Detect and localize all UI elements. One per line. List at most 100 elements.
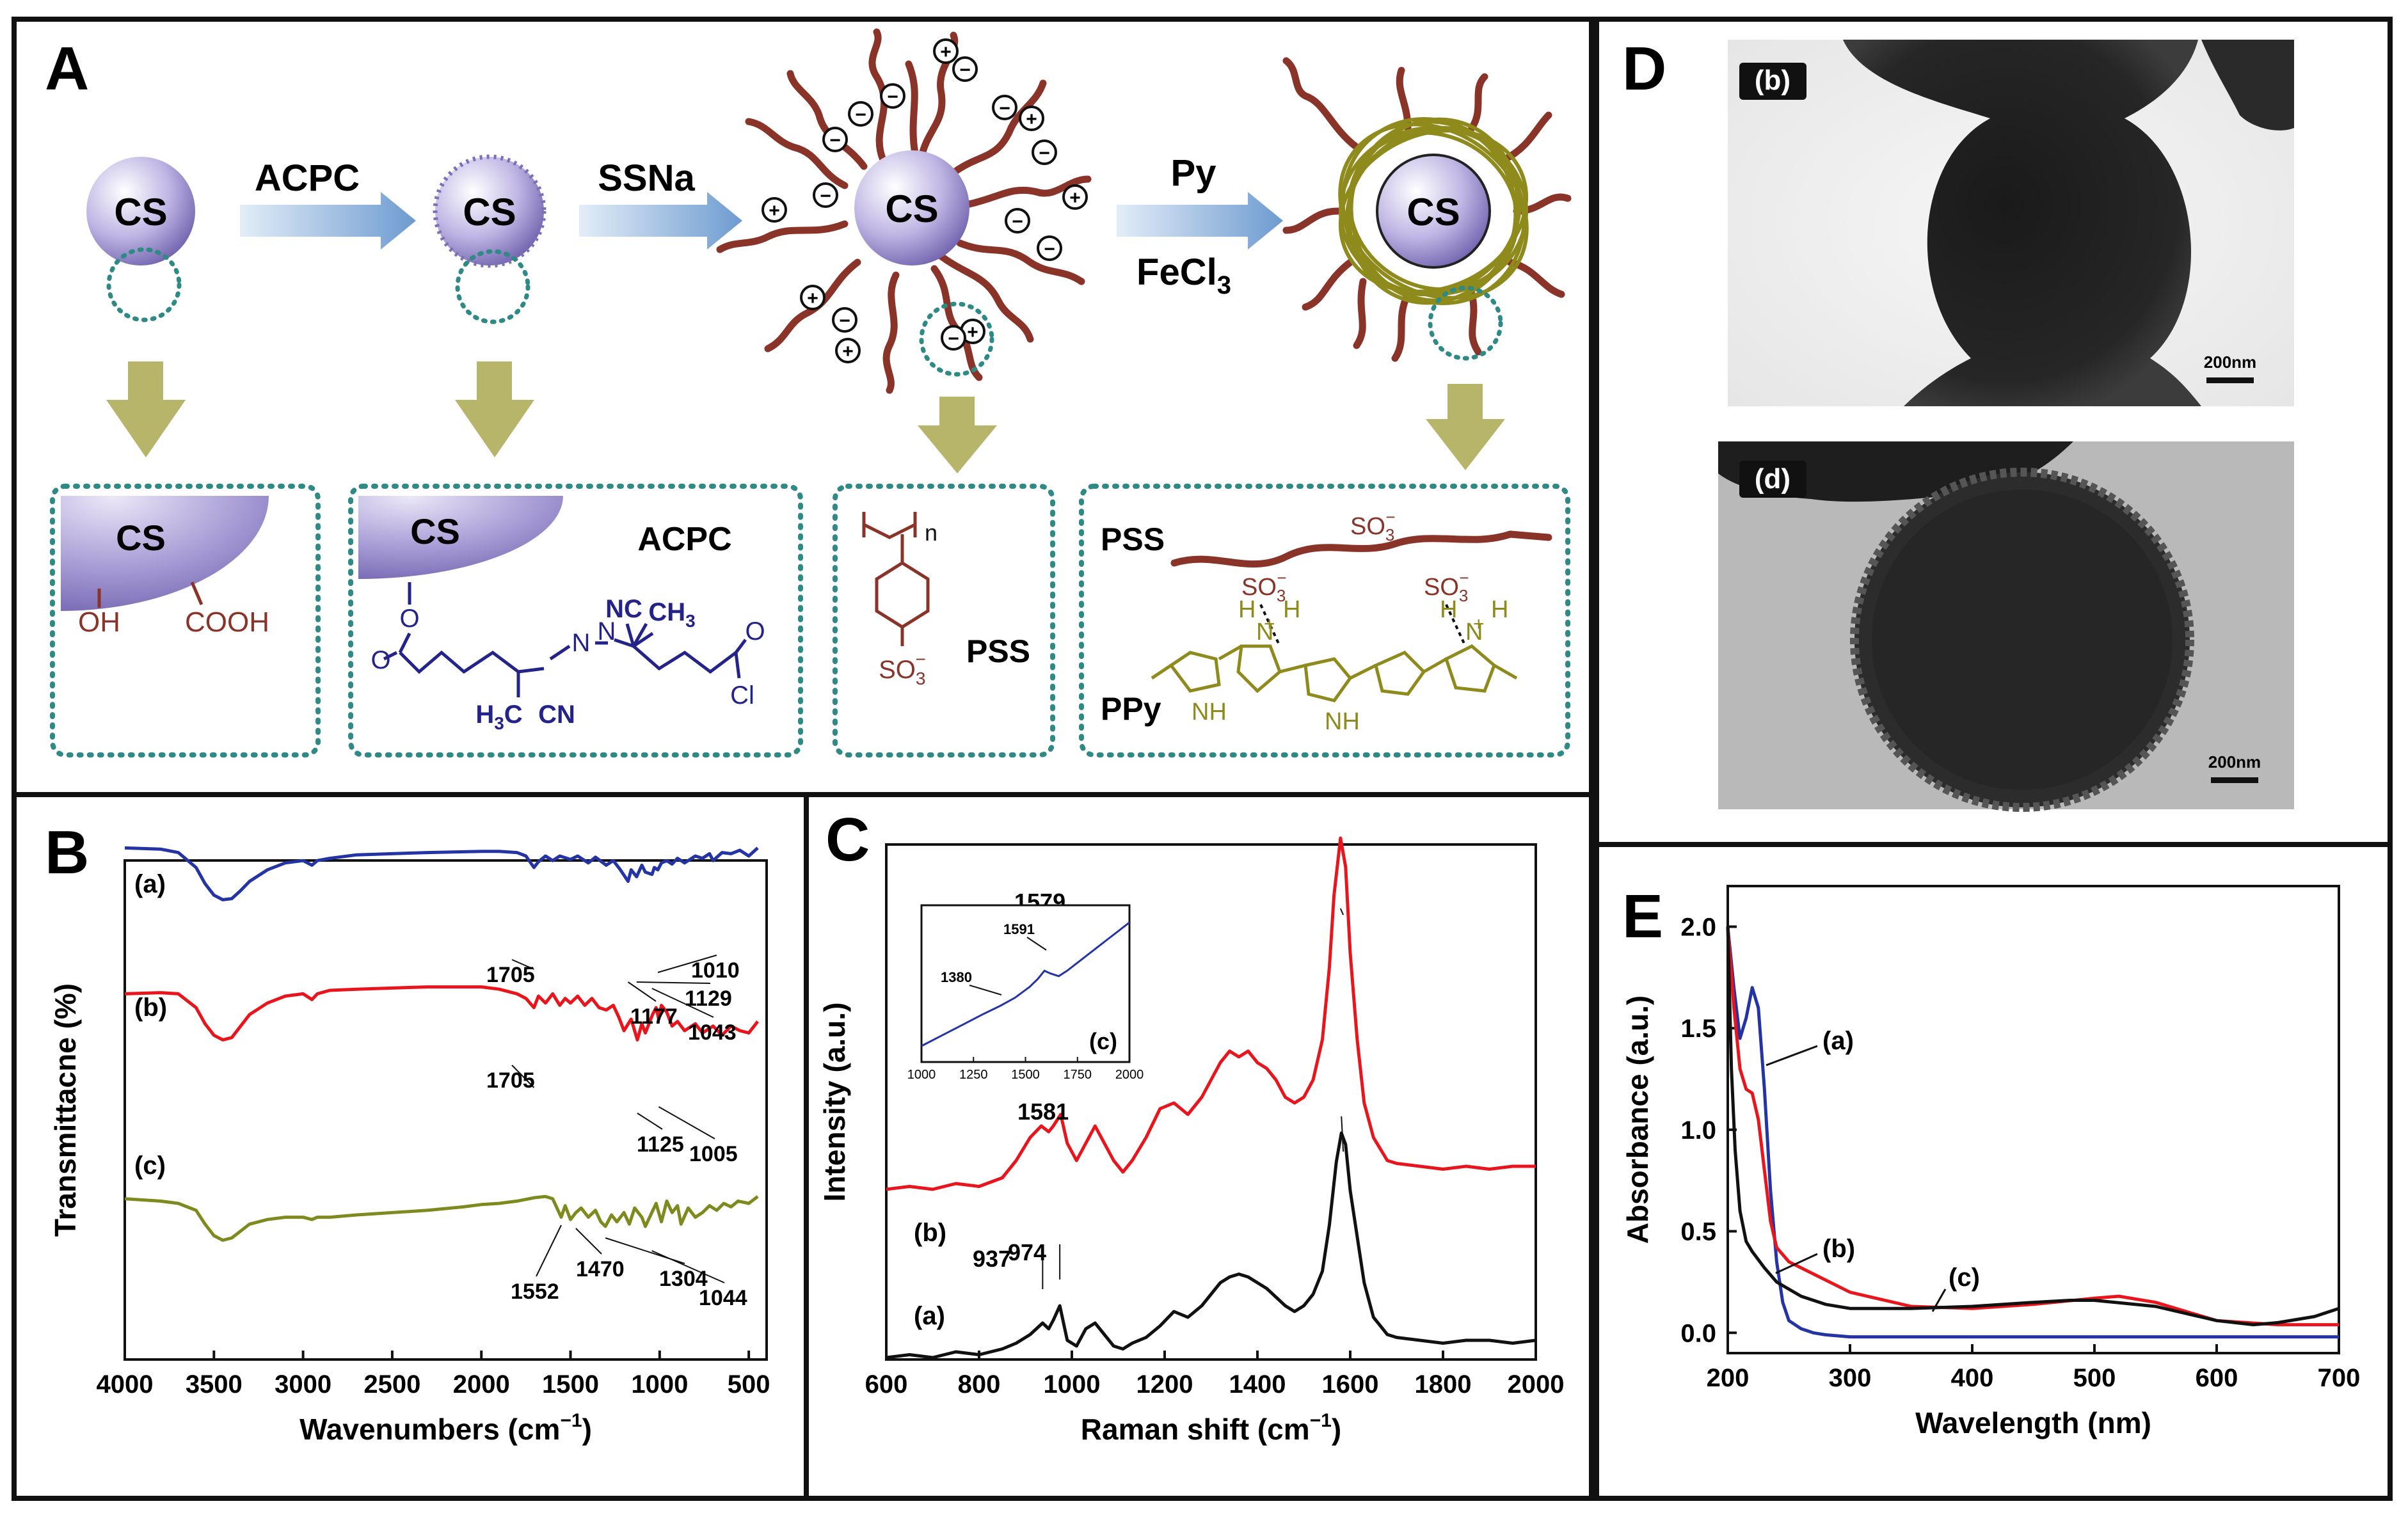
x-tick-label: 1500 [542, 1370, 599, 1399]
stage-1-sphere: CS [86, 157, 195, 322]
box-1-content: CS OH COOH [61, 496, 269, 638]
cation-icon [1062, 184, 1088, 210]
h-label: H [1440, 596, 1457, 623]
zoom-circle [106, 247, 182, 322]
cation-icon [761, 197, 787, 223]
so-text: SO [1350, 513, 1385, 540]
n-label: N [598, 617, 616, 646]
step-fecl3-label: FeCl3 [1136, 251, 1231, 299]
ion-sign: − [855, 104, 866, 125]
ion-sign: + [940, 42, 952, 63]
tem-particle [2201, 40, 2294, 131]
x-tick-label: 2500 [363, 1370, 420, 1399]
scale-bar [2206, 377, 2254, 383]
x-tick-label: 300 [1829, 1364, 1872, 1392]
nc-label: NC [605, 595, 642, 623]
cl-label: Cl [730, 681, 754, 709]
x-axis-label-text: Wavelength (nm) [1915, 1406, 2151, 1439]
x-axis-label: Wavenumbers (cm−1) [299, 1410, 592, 1446]
x-tick-label: 3500 [186, 1370, 243, 1399]
x-axis-label: Wavelength (nm) [1915, 1406, 2151, 1439]
tem-image-b: (b) 200nm [1728, 40, 2294, 406]
anion-icon [848, 101, 873, 127]
h-label: H [1491, 596, 1508, 623]
so-subscript: 3 [1385, 525, 1394, 544]
cs-sphere [854, 150, 969, 266]
cs-sphere-acpc [433, 154, 546, 268]
inset-frame [920, 904, 1131, 1063]
x-tick-label: 800 [958, 1370, 1001, 1399]
pss-label: PSS [1101, 521, 1165, 557]
series-line [124, 846, 759, 901]
peak-annotation: 1705 [486, 1068, 535, 1093]
annotation-leader [1931, 1288, 1947, 1312]
ch-text: CH [648, 598, 685, 626]
panel-letter: B [45, 818, 89, 887]
cs-sphere [1376, 154, 1491, 269]
series-label: (b) [134, 994, 167, 1022]
x-axis-label-close: ) [582, 1413, 592, 1446]
annotation-leader [658, 1106, 715, 1139]
y-axis-label: Intensity (a.u.) [818, 1003, 851, 1202]
annotation-leader [636, 981, 711, 984]
x-axis-label-text: Raman shift (cm [1081, 1413, 1310, 1446]
y-tick-label: 0.0 [1680, 1319, 1716, 1347]
series-line [124, 985, 760, 1042]
cation-icon [933, 38, 959, 64]
series-label: (b) [914, 1219, 946, 1247]
cs-label: CS [116, 518, 166, 558]
annotation-leader [1775, 1253, 1818, 1274]
annotation-leader [536, 1225, 562, 1277]
n-label: N [1256, 619, 1273, 646]
peak-annotation: 1177 [630, 1004, 678, 1029]
anion-icon [1032, 139, 1057, 165]
ion-sign: − [1039, 143, 1050, 164]
series-label: (a) [134, 870, 166, 898]
x-tick-label: 600 [2196, 1364, 2238, 1392]
arrow-shape [240, 192, 416, 250]
so-subscript: 3 [1277, 586, 1286, 605]
ion-sign: + [842, 341, 854, 362]
ion-sign: − [1044, 239, 1055, 260]
panel-letter: E [1622, 882, 1663, 951]
nh-label: NH [1192, 699, 1227, 725]
so-text: SO [879, 656, 916, 684]
annotation-leader [627, 981, 657, 1002]
inset-x-tick-label: 1750 [1064, 1068, 1092, 1082]
cs-label: CS [885, 187, 938, 230]
step-py-label: Py [1171, 152, 1216, 194]
scale-bar-label: 200nm [2208, 752, 2261, 772]
cs-label: CS [410, 511, 460, 551]
n-label: N [1465, 619, 1483, 646]
peak-annotation: 974 [1008, 1239, 1046, 1265]
h3c-label: H3C [475, 701, 522, 733]
detail-box-4 [1079, 484, 1570, 757]
step-acpc-label: ACPC [255, 157, 360, 199]
panel-e-uvvis-chart: E 200 300 400 500 600 700 Wavelength (nm) Absorb… [1621, 882, 2360, 1439]
acpc-skeleton [383, 582, 747, 697]
panel-b-ftir-chart: B 4000 3500 3000 2500 2000 1500 1000 500 Wavenumb… [45, 818, 770, 1446]
ion-sign: − [887, 86, 898, 107]
image-label-bg [1739, 461, 1806, 498]
x-tick-label: 2000 [453, 1370, 510, 1399]
inset-label: (c) [1089, 1028, 1117, 1054]
so3-label: SO3− [1424, 568, 1469, 605]
panel-d-letter: D [1622, 35, 1666, 103]
h-text: H [475, 701, 494, 729]
peak-annotation: 937 [973, 1246, 1011, 1272]
annotation-leader [1766, 1045, 1818, 1066]
x-tick-label: 3000 [275, 1370, 331, 1399]
fecl-subscript: 3 [1217, 271, 1231, 299]
x-tick-label: 1400 [1229, 1370, 1286, 1399]
fecl-text: FeCl [1136, 251, 1217, 293]
x-tick-label: 2000 [1508, 1370, 1565, 1399]
series-line [886, 836, 1536, 1191]
series-label: (c) [134, 1152, 166, 1180]
acpc-title: ACPC [637, 521, 731, 558]
x-tick-label: 1000 [1044, 1370, 1101, 1399]
ion-sign: + [1069, 187, 1081, 209]
ion-sign: − [959, 59, 971, 81]
x-axis-label-superscript: −1 [1310, 1410, 1332, 1431]
annotation-leader [575, 1228, 602, 1255]
image-label-bg [1739, 63, 1806, 100]
